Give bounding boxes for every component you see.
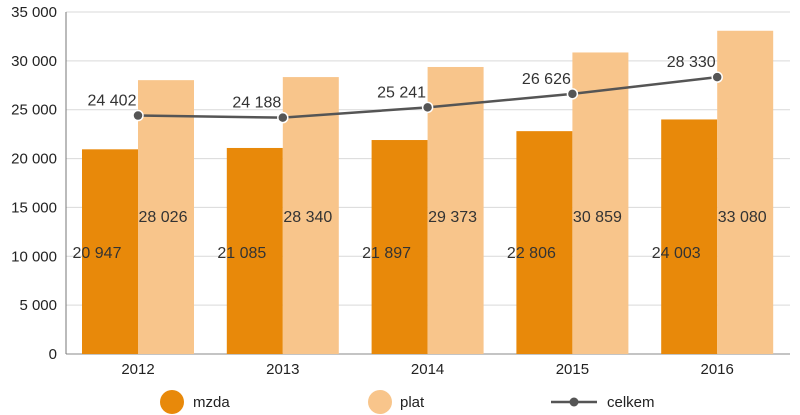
bar-plat bbox=[282, 77, 339, 355]
data-labels: 20 947 28 026 24 402 21 085 28 340 24 188 21 8… bbox=[73, 54, 767, 262]
celkem-point bbox=[421, 101, 434, 114]
data-label-plat: 28 026 bbox=[139, 209, 188, 226]
legend-swatch-mzda bbox=[160, 390, 184, 414]
y-tick-label: 30 000 bbox=[11, 53, 57, 70]
data-label-mzda: 22 806 bbox=[507, 245, 556, 262]
bar-plat bbox=[427, 66, 484, 354]
bar-mzda bbox=[226, 147, 283, 354]
x-axis: 2012 2013 2014 2015 2016 bbox=[121, 361, 734, 378]
data-label-celkem: 28 330 bbox=[667, 54, 716, 71]
celkem-point bbox=[711, 71, 723, 83]
bar-plat bbox=[138, 80, 194, 355]
data-label-celkem: 26 626 bbox=[522, 71, 571, 88]
y-tick-label: 25 000 bbox=[11, 102, 57, 119]
legend-label-celkem: celkem bbox=[607, 394, 655, 411]
x-tick-label: 2015 bbox=[556, 361, 589, 378]
legend-label-mzda: mzda bbox=[193, 394, 230, 411]
x-tick-label: 2013 bbox=[266, 361, 299, 378]
data-label-celkem: 24 402 bbox=[88, 93, 137, 110]
x-tick-label: 2014 bbox=[411, 361, 444, 378]
data-label-plat: 28 340 bbox=[283, 209, 332, 226]
data-label-mzda: 21 085 bbox=[217, 245, 266, 262]
y-tick-label: 0 bbox=[49, 346, 57, 363]
x-tick-label: 2012 bbox=[121, 361, 154, 378]
celkem-point bbox=[277, 111, 289, 124]
total-line bbox=[132, 71, 723, 124]
legend: mzda plat celkem bbox=[160, 390, 655, 414]
data-label-plat: 30 859 bbox=[573, 209, 622, 226]
legend-swatch-celkem-dot bbox=[569, 397, 579, 407]
bar-mzda bbox=[661, 119, 718, 355]
data-label-plat: 29 373 bbox=[428, 209, 477, 226]
y-tick-label: 10 000 bbox=[11, 248, 57, 265]
data-label-mzda: 20 947 bbox=[73, 245, 122, 262]
bar-mzda bbox=[516, 131, 573, 354]
bar-mzda bbox=[371, 140, 428, 354]
x-tick-label: 2016 bbox=[701, 361, 734, 378]
y-tick-label: 35 000 bbox=[11, 4, 57, 21]
data-label-mzda: 24 003 bbox=[652, 245, 701, 262]
y-tick-label: 20 000 bbox=[11, 151, 57, 168]
data-label-mzda: 21 897 bbox=[362, 245, 411, 262]
legend-label-plat: plat bbox=[400, 394, 425, 411]
celkem-point bbox=[566, 88, 579, 100]
y-axis: 0 5 000 10 000 15 000 20 000 25 000 30 000 35 0… bbox=[11, 4, 57, 363]
bar-plat bbox=[717, 30, 774, 355]
legend-swatch-plat bbox=[368, 390, 392, 414]
bar-plat bbox=[572, 52, 629, 354]
y-tick-label: 15 000 bbox=[11, 199, 57, 216]
bar-mzda bbox=[82, 149, 138, 354]
data-label-celkem: 25 241 bbox=[377, 84, 426, 101]
data-label-celkem: 24 188 bbox=[232, 95, 281, 112]
data-label-plat: 33 080 bbox=[718, 209, 767, 226]
bars bbox=[82, 30, 774, 355]
celkem-point bbox=[132, 109, 144, 122]
y-tick-label: 5 000 bbox=[19, 297, 57, 314]
